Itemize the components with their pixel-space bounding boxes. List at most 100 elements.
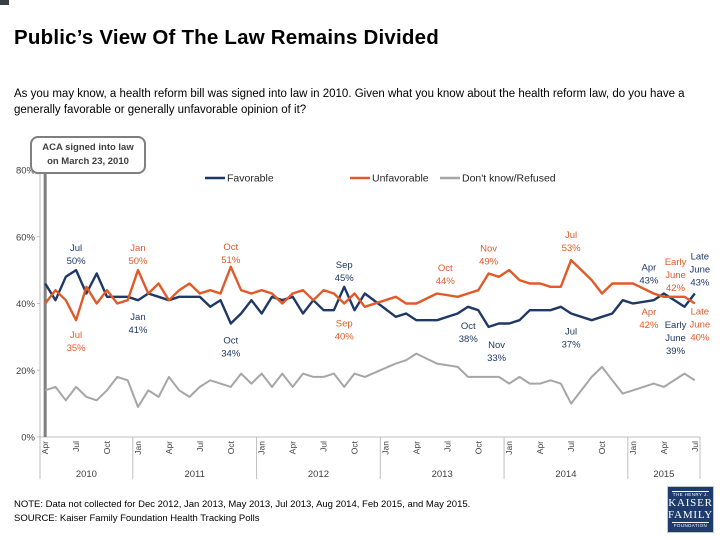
logo-line-kaiser: KAISER <box>668 496 713 509</box>
y-tick-label: 40% <box>16 299 36 310</box>
callout-label: 40% <box>335 332 355 343</box>
legend: Favorable Unfavorable Don't know/Refused <box>205 173 556 185</box>
x-month-tick: Jan <box>133 441 143 455</box>
legend-label-3: Don't know/Refused <box>462 173 556 185</box>
x-year-label: 2013 <box>432 469 453 480</box>
callout-label: Jul <box>70 243 82 254</box>
x-month-tick: Jul <box>195 441 205 452</box>
x-month-tick: Apr <box>659 441 669 454</box>
survey-question-text: As you may know, a health reform bill wa… <box>14 88 685 117</box>
source-text: SOURCE: Kaiser Family Foundation Health … <box>14 513 260 524</box>
x-year-label: 2010 <box>76 469 97 480</box>
data-callouts: Jul 50% Jul 35% Jan 50% Jan 41% Oct 51% Oct 34% Sep 4… <box>67 230 711 364</box>
y-tick-label: 80% <box>16 166 36 177</box>
callout-label: Jan <box>130 312 145 323</box>
trend-line-chart: 0% 20% 40% 60% 80% Apr Jul Oct Jan Apr Jul Oct Jan Ap… <box>16 165 711 480</box>
callout-label: Late <box>691 307 710 318</box>
corner-artifact <box>0 0 9 5</box>
y-tick-label: 20% <box>16 366 36 377</box>
callout-label: Late <box>691 251 710 262</box>
x-month-tick: Oct <box>350 440 360 454</box>
aca-annotation-line2: on March 23, 2010 <box>47 155 129 167</box>
x-year-label: 2014 <box>555 469 576 480</box>
x-month-tick: Jul <box>71 441 81 452</box>
callout-label: 44% <box>436 276 456 287</box>
aca-annotation-box: ACA signed into law on March 23, 2010 <box>30 136 146 174</box>
callout-label: June <box>665 333 686 344</box>
callout-label: Apr <box>642 307 657 318</box>
x-year-label: 2012 <box>308 469 329 480</box>
aca-annotation-line1: ACA signed into law <box>42 142 134 153</box>
x-month-tick: Jul <box>319 441 329 452</box>
series-line-favorable <box>44 268 696 329</box>
callout-label: 33% <box>487 353 507 364</box>
callout-label: Nov <box>488 340 505 351</box>
kff-logo: THE HENRY J. KAISER FAMILY FOUNDATION <box>667 486 714 533</box>
x-month-tick: Apr <box>411 441 421 454</box>
callout-label: Nov <box>480 243 497 254</box>
logo-rule-top <box>672 491 709 493</box>
logo-line-henry: THE HENRY J. <box>672 492 709 498</box>
x-month-tick: Oct <box>102 440 112 454</box>
page-title: Public’s View Of The Law Remains Divided <box>14 26 439 49</box>
callout-label: June <box>665 270 686 281</box>
callout-label: 51% <box>221 255 241 266</box>
x-month-tick: Oct <box>597 440 607 454</box>
axes: 0% 20% 40% 60% 80% Apr Jul Oct Jan Apr Jul Oct Jan Ap… <box>16 165 701 480</box>
x-year-label: 2015 <box>653 469 674 480</box>
logo-rule-bottom <box>672 522 709 524</box>
x-month-tick: Jan <box>504 441 514 455</box>
legend-label-2: Unfavorable <box>372 173 429 185</box>
callout-label: 43% <box>639 275 659 286</box>
note-text: NOTE: Data not collected for Dec 2012, J… <box>14 499 471 510</box>
x-month-tick: Jul <box>690 441 700 452</box>
x-month-tick: Jan <box>628 441 638 455</box>
x-month-tick: Apr <box>535 441 545 454</box>
callout-label: 49% <box>479 256 499 267</box>
callout-label: 43% <box>690 277 710 288</box>
callout-label: Early <box>665 257 687 268</box>
x-month-tick: Jul <box>442 441 452 452</box>
callout-label: Jul <box>70 330 82 341</box>
callout-label: 42% <box>639 320 659 331</box>
x-month-tick: Oct <box>226 440 236 454</box>
callout-label: Apr <box>642 262 657 273</box>
callout-label: 34% <box>221 349 241 360</box>
callout-label: Early <box>665 320 687 331</box>
callout-label: Sep <box>336 319 353 330</box>
callout-label: Jul <box>565 230 577 241</box>
y-tick-label: 0% <box>21 433 35 444</box>
callout-label: 35% <box>67 343 87 354</box>
callout-label: 38% <box>459 334 479 345</box>
x-month-tick: Jan <box>380 441 390 455</box>
x-month-tick: Apr <box>40 441 50 454</box>
callout-label: 37% <box>562 340 582 351</box>
callout-label: 50% <box>67 256 87 267</box>
callout-label: Oct <box>438 263 453 274</box>
callout-label: June <box>690 320 711 331</box>
callout-label: 53% <box>562 243 582 254</box>
series-line-don-t-know-refused <box>44 352 696 408</box>
x-month-tick: Jan <box>257 441 267 455</box>
y-tick-label: 60% <box>16 232 36 243</box>
logo-line-foundation: FOUNDATION <box>673 523 708 529</box>
callout-label: 50% <box>128 256 148 267</box>
callout-label: Oct <box>461 321 476 332</box>
callout-label: June <box>690 264 711 275</box>
callout-label: 42% <box>666 283 686 294</box>
callout-label: 39% <box>666 346 686 357</box>
callout-label: 40% <box>690 333 710 344</box>
callout-label: 41% <box>128 325 148 336</box>
callout-label: 45% <box>335 273 355 284</box>
callout-label: Oct <box>223 242 238 253</box>
series-line-unfavorable <box>44 258 696 322</box>
callout-label: Jul <box>565 327 577 338</box>
callout-label: Jan <box>130 243 145 254</box>
x-month-tick: Oct <box>473 440 483 454</box>
legend-label-1: Favorable <box>227 173 274 185</box>
x-year-label: 2011 <box>184 469 204 480</box>
callout-label: Sep <box>336 260 353 271</box>
callout-label: Oct <box>223 336 238 347</box>
x-month-tick: Apr <box>164 441 174 454</box>
